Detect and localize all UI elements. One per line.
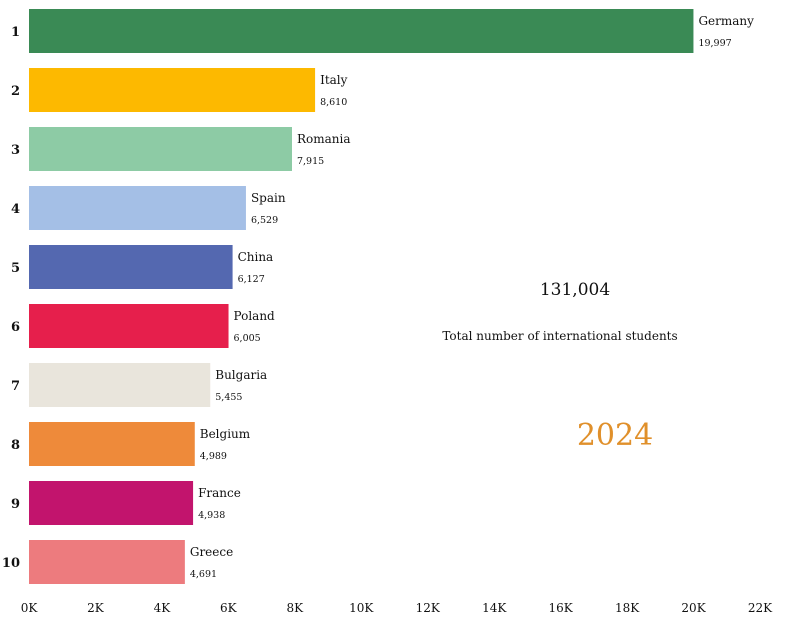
bar-category-label: Belgium (200, 427, 251, 441)
x-tick-label: 18K (615, 601, 640, 615)
rank-label: 10 (2, 556, 20, 571)
rank-label: 7 (11, 379, 20, 394)
bar-value-label: 4,691 (190, 569, 217, 580)
bar-category-label: Bulgaria (215, 368, 267, 382)
total-value: 131,004 (539, 280, 611, 300)
bar (29, 481, 194, 525)
bar-value-label: 6,127 (238, 274, 265, 285)
x-tick-label: 6K (220, 601, 238, 615)
bar (29, 422, 195, 466)
x-tick-label: 14K (482, 601, 507, 615)
year-label: 2024 (576, 418, 654, 453)
x-tick-label: 2K (87, 601, 105, 615)
rank-label: 6 (11, 320, 20, 335)
rank-label: 5 (11, 261, 20, 276)
bar-value-label: 6,005 (234, 333, 261, 344)
rank-label: 1 (11, 25, 20, 40)
rank-label: 4 (11, 202, 20, 217)
x-tick-label: 10K (349, 601, 374, 615)
x-tick-label: 22K (748, 601, 773, 615)
bar (29, 540, 185, 584)
bar-category-label: France (198, 486, 241, 500)
x-tick-label: 4K (154, 601, 172, 615)
rank-label: 9 (11, 497, 20, 512)
bar-value-label: 5,455 (215, 392, 242, 403)
bar (29, 127, 292, 171)
bar (29, 9, 694, 53)
x-tick-label: 8K (287, 601, 305, 615)
bar-value-label: 19,997 (698, 38, 731, 49)
bar-category-label: Greece (190, 545, 233, 559)
bar-category-label: Romania (297, 132, 351, 146)
x-tick-label: 16K (549, 601, 574, 615)
bar-value-label: 4,938 (198, 510, 225, 521)
rank-label: 2 (11, 84, 20, 99)
bar (29, 68, 316, 112)
total-label: Total number of international students (442, 329, 678, 343)
bar-category-label: Poland (234, 309, 276, 323)
x-tick-label: 12K (416, 601, 441, 615)
bar-category-label: Spain (251, 191, 286, 205)
bar-value-label: 7,915 (297, 156, 324, 167)
bar-category-label: Germany (698, 14, 754, 28)
bar-value-label: 4,989 (200, 451, 227, 462)
bar-value-label: 6,529 (251, 215, 278, 226)
bar-value-label: 8,610 (320, 97, 347, 108)
x-tick-label: 0K (21, 601, 39, 615)
bar (29, 363, 211, 407)
bar (29, 245, 233, 289)
x-tick-label: 20K (681, 601, 706, 615)
bar-category-label: China (238, 250, 274, 264)
bar (29, 304, 229, 348)
bar (29, 186, 246, 230)
rank-label: 8 (11, 438, 20, 453)
bar-category-label: Italy (320, 73, 348, 87)
rank-label: 3 (11, 143, 20, 158)
